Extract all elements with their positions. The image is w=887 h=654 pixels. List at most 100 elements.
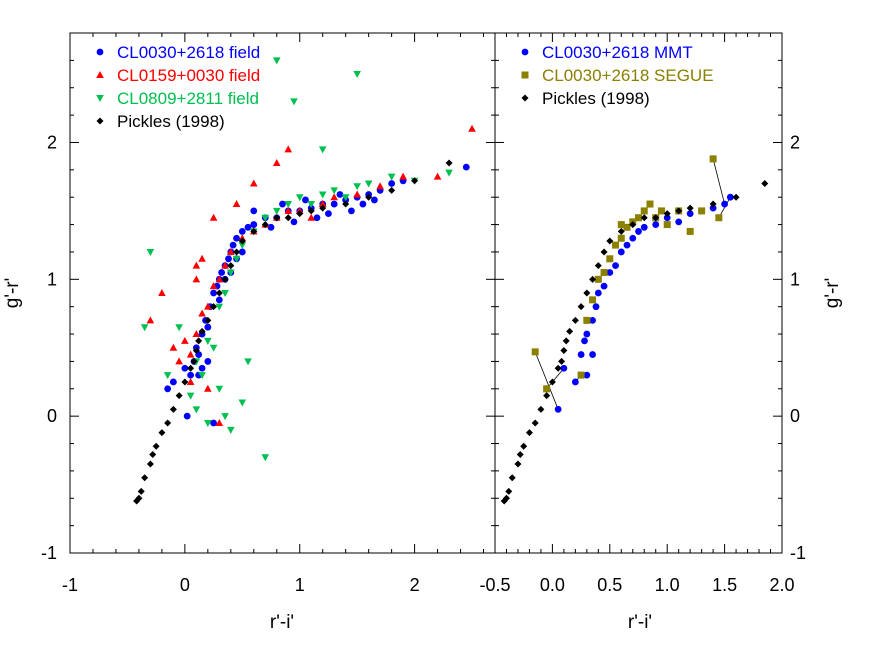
legend-marker: [96, 48, 104, 56]
data-point: [589, 316, 596, 324]
data-point: [600, 248, 608, 256]
data-point: [353, 190, 361, 198]
data-point: [663, 221, 671, 229]
data-point: [238, 248, 246, 256]
data-point: [198, 309, 206, 317]
data-point: [192, 275, 201, 283]
data-point: [330, 187, 338, 195]
data-point: [227, 426, 235, 434]
legend-label: Pickles (1998): [542, 89, 650, 108]
legend-marker: [521, 71, 529, 79]
data-point: [560, 364, 568, 372]
data-point: [592, 303, 600, 311]
x-axis-title: r'-i': [628, 612, 652, 633]
data-point: [589, 275, 597, 283]
data-point: [617, 234, 625, 242]
data-point: [267, 223, 275, 231]
data-point: [221, 261, 229, 269]
x-tick-label: 1: [295, 575, 305, 595]
data-point: [686, 204, 694, 212]
data-point: [583, 330, 591, 338]
data-point: [140, 324, 149, 332]
data-point: [279, 200, 286, 208]
data-point: [577, 303, 585, 311]
data-point: [227, 269, 235, 277]
data-point: [227, 247, 235, 255]
data-point: [583, 316, 591, 324]
data-point: [149, 450, 157, 458]
data-point: [192, 261, 201, 269]
data-point: [261, 221, 269, 229]
data-point: [141, 474, 149, 482]
y-axis-title: g'-r': [822, 278, 843, 308]
data-point: [302, 196, 309, 204]
data-point: [589, 296, 597, 304]
y-tick-label: 1: [47, 269, 57, 289]
data-point: [135, 494, 143, 502]
data-point: [505, 487, 513, 495]
data-point: [525, 429, 533, 437]
data-point: [272, 159, 281, 166]
data-point: [623, 241, 631, 249]
data-point: [204, 358, 212, 365]
data-point: [215, 303, 224, 311]
data-point: [152, 442, 160, 450]
data-point: [548, 378, 556, 386]
data-point: [181, 378, 189, 386]
x-tick-label: 2: [410, 575, 420, 595]
data-point: [537, 405, 545, 413]
data-point: [284, 145, 293, 153]
legend-marker: [521, 94, 529, 102]
data-point: [181, 336, 189, 344]
data-point: [158, 429, 166, 437]
data-point: [169, 405, 177, 413]
data-point: [210, 289, 217, 297]
data-point: [359, 200, 367, 208]
data-point: [187, 371, 195, 379]
data-point: [209, 213, 218, 221]
data-point: [272, 57, 281, 65]
data-point: [554, 405, 562, 413]
data-point: [175, 324, 183, 332]
data-point: [583, 289, 591, 297]
legend-marker: [96, 71, 104, 78]
y-tick-label: -1: [790, 543, 806, 563]
data-point: [186, 392, 195, 400]
data-point: [388, 186, 396, 194]
x-tick-label: 0.5: [597, 575, 622, 595]
data-point: [250, 207, 258, 215]
data-point: [336, 191, 344, 198]
data-point: [209, 282, 218, 290]
data-point: [284, 214, 292, 222]
data-point: [233, 234, 240, 242]
data-point: [192, 406, 201, 414]
data-point: [215, 385, 224, 393]
data-point: [709, 200, 717, 208]
data-point: [169, 343, 178, 351]
data-point: [629, 221, 637, 229]
data-point: [600, 268, 608, 276]
data-point: [726, 193, 734, 201]
data-point: [284, 201, 293, 209]
y-tick-label: 2: [790, 132, 800, 152]
data-point: [652, 221, 660, 228]
x-tick-label: -1: [62, 575, 78, 595]
data-point: [589, 351, 596, 358]
data-point: [330, 193, 338, 201]
data-point: [221, 413, 229, 421]
data-point: [307, 201, 316, 209]
data-point: [571, 316, 579, 324]
data-point: [238, 242, 247, 250]
data-point: [238, 228, 246, 235]
x-tick-label: 2.0: [769, 575, 794, 595]
data-point: [543, 385, 551, 393]
data-point: [186, 350, 195, 358]
data-point: [675, 218, 683, 226]
data-point: [192, 330, 201, 338]
data-point: [675, 207, 683, 215]
data-point: [558, 357, 566, 365]
data-point: [640, 207, 648, 215]
data-point: [629, 234, 637, 242]
data-point: [195, 337, 203, 345]
data-point: [244, 223, 252, 231]
